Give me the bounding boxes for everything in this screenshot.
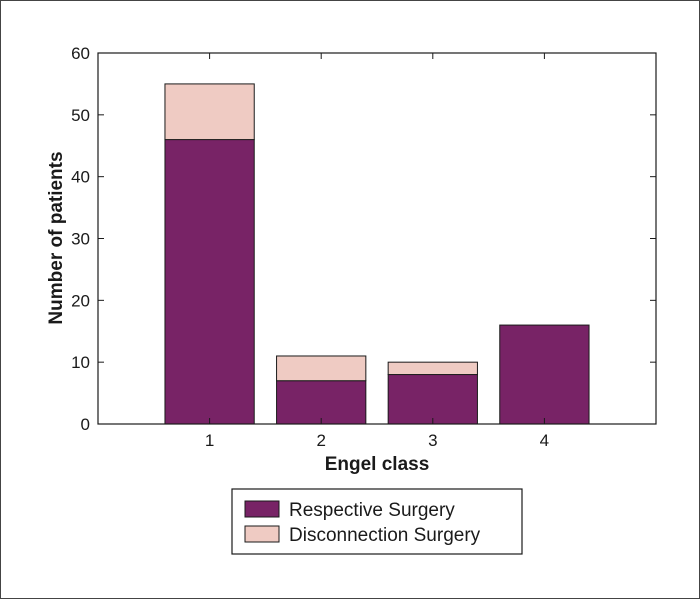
legend-swatch-disconnection xyxy=(244,525,280,543)
axis-ticks: 0 10 20 30 40 50 60 1 2 3 4 xyxy=(71,44,656,450)
bar-disconnection-class-1 xyxy=(164,83,255,141)
y-tick-label-0: 0 xyxy=(81,415,90,434)
bar-respective-class-2 xyxy=(276,380,367,425)
x-tick-label-3: 3 xyxy=(428,431,437,450)
x-axis-title: Engel class xyxy=(325,454,430,475)
y-axis-title: Number of patients xyxy=(46,151,67,324)
y-tick-label-40: 40 xyxy=(71,168,90,187)
legend-box xyxy=(231,488,523,555)
bar-respective-class-1 xyxy=(164,139,255,425)
bars-layer xyxy=(164,83,590,425)
y-tick-label-10: 10 xyxy=(71,353,90,372)
legend: Respective Surgery Disconnection Surgery xyxy=(231,488,523,555)
x-tick-label-2: 2 xyxy=(316,431,325,450)
legend-label-disconnection: Disconnection Surgery xyxy=(289,525,481,546)
bar-respective-class-3 xyxy=(387,374,478,425)
x-tick-label-4: 4 xyxy=(540,431,549,450)
bar-disconnection-class-2 xyxy=(276,355,367,382)
legend-label-respective: Respective Surgery xyxy=(289,500,455,521)
y-tick-label-20: 20 xyxy=(71,291,90,310)
y-tick-label-50: 50 xyxy=(71,106,90,125)
bar-disconnection-class-3 xyxy=(387,361,478,376)
y-tick-label-30: 30 xyxy=(71,230,90,249)
x-tick-label-1: 1 xyxy=(205,431,214,450)
bar-respective-class-4 xyxy=(499,324,590,425)
legend-swatch-respective xyxy=(244,500,280,518)
y-tick-label-60: 60 xyxy=(71,44,90,63)
